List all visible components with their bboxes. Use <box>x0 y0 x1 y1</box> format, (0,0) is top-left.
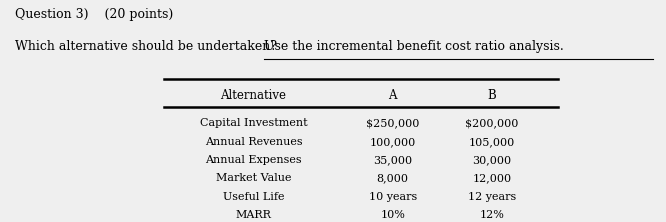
Text: $200,000: $200,000 <box>466 118 519 128</box>
Text: 12,000: 12,000 <box>473 173 511 183</box>
Text: 105,000: 105,000 <box>469 137 515 147</box>
Text: 30,000: 30,000 <box>473 155 511 165</box>
Text: Capital Investment: Capital Investment <box>200 118 307 128</box>
Text: B: B <box>488 89 497 102</box>
Text: 10 years: 10 years <box>368 192 417 202</box>
Text: Alternative: Alternative <box>220 89 286 102</box>
Text: Use the incremental benefit cost ratio analysis.: Use the incremental benefit cost ratio a… <box>264 40 564 53</box>
Text: 10%: 10% <box>380 210 405 220</box>
Text: 35,000: 35,000 <box>373 155 412 165</box>
Text: MARR: MARR <box>236 210 271 220</box>
Text: Question 3)    (20 points): Question 3) (20 points) <box>15 8 173 21</box>
Text: Annual Revenues: Annual Revenues <box>204 137 302 147</box>
Text: Which alternative should be undertaken?: Which alternative should be undertaken? <box>15 40 284 53</box>
Text: 12 years: 12 years <box>468 192 516 202</box>
Text: 100,000: 100,000 <box>370 137 416 147</box>
Text: Market Value: Market Value <box>216 173 291 183</box>
Text: $250,000: $250,000 <box>366 118 420 128</box>
Text: 12%: 12% <box>480 210 505 220</box>
Text: Annual Expenses: Annual Expenses <box>205 155 302 165</box>
Text: 8,000: 8,000 <box>377 173 409 183</box>
Text: A: A <box>388 89 397 102</box>
Text: Useful Life: Useful Life <box>222 192 284 202</box>
